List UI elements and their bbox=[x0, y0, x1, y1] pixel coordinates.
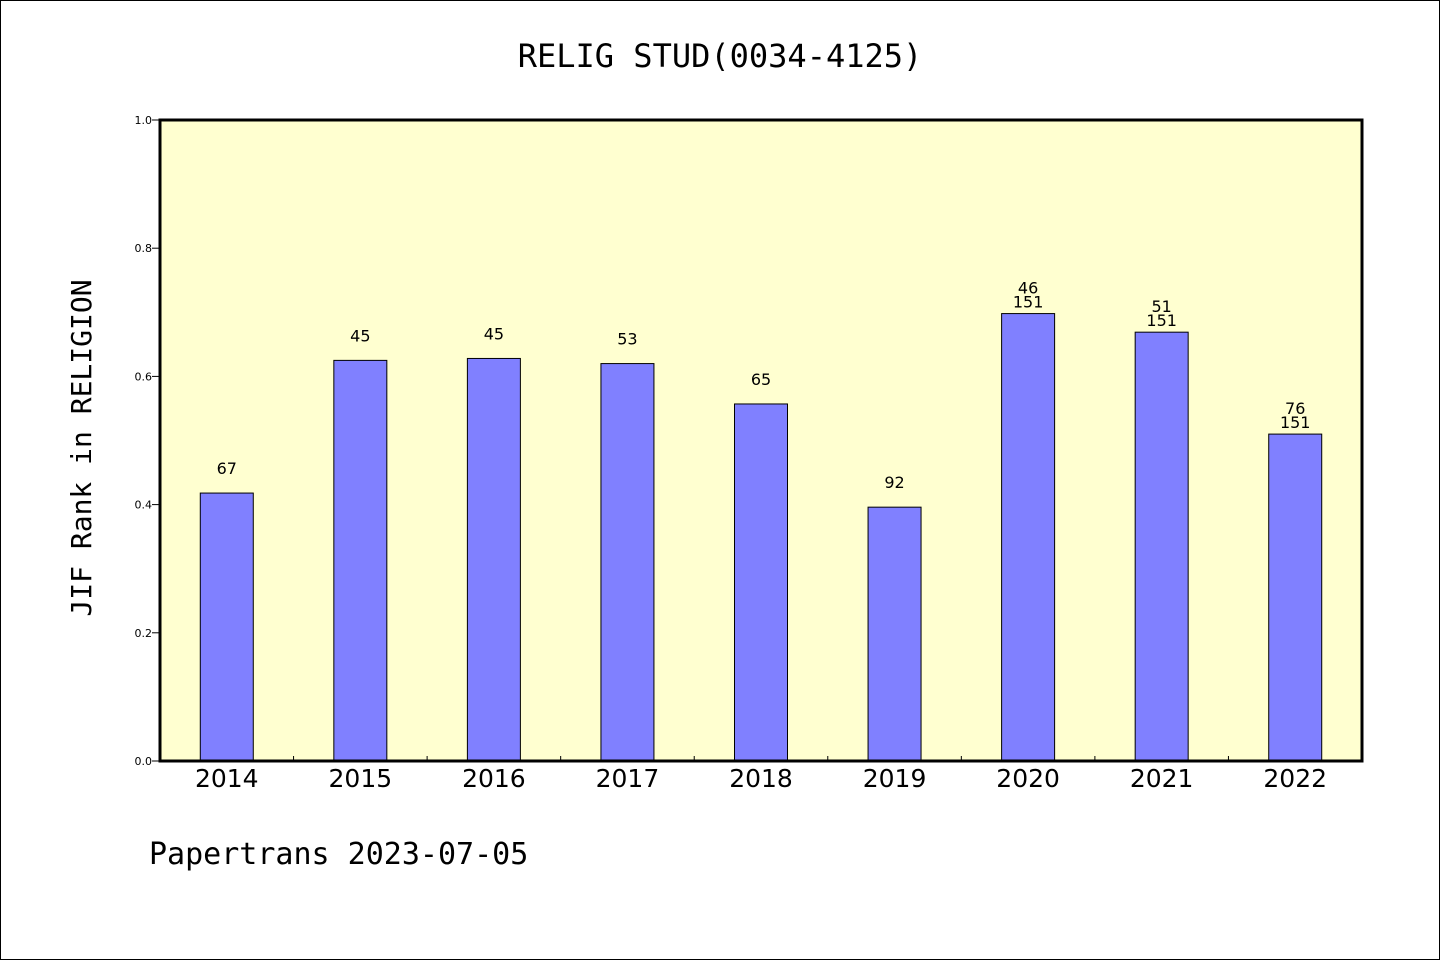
bar-label-2020: 151 bbox=[1013, 293, 1044, 312]
x-tick-label: 2016 bbox=[462, 764, 526, 793]
bar-label-2018: 65 bbox=[751, 370, 771, 389]
bar-2019 bbox=[867, 506, 922, 762]
x-tick-label: 2015 bbox=[329, 764, 393, 793]
bar-label-2022: 151 bbox=[1280, 413, 1311, 432]
footer-text: Papertrans 2023-07-05 bbox=[149, 837, 528, 872]
x-tick-label: 2022 bbox=[1263, 764, 1327, 793]
x-tick-label: 2021 bbox=[1130, 764, 1194, 793]
bar-2018 bbox=[734, 403, 788, 762]
y-tick-label: 1.0 bbox=[135, 114, 153, 127]
bar-2020 bbox=[1001, 313, 1056, 762]
bar-label-2021: 51 bbox=[1151, 297, 1171, 316]
y-tick-label: 0.2 bbox=[135, 627, 153, 640]
y-tick-label: 0.4 bbox=[135, 499, 153, 512]
y-tick-label: 0.0 bbox=[135, 755, 153, 768]
bar-label-2022: 76 bbox=[1285, 399, 1305, 418]
x-tick-label: 2020 bbox=[996, 764, 1060, 793]
bar-label-2017: 53 bbox=[617, 330, 637, 349]
bar-2016 bbox=[466, 357, 521, 762]
bar-2021 bbox=[1134, 331, 1189, 762]
y-tick-label: 0.6 bbox=[135, 370, 153, 383]
bar-2015 bbox=[333, 359, 388, 762]
x-tick-label: 2017 bbox=[596, 764, 660, 793]
x-tick-label: 2019 bbox=[863, 764, 927, 793]
plot-border bbox=[158, 118, 1364, 763]
y-tick-label: 0.8 bbox=[135, 242, 153, 255]
bar-label-2020: 46 bbox=[1018, 279, 1038, 298]
bar-label-2016: 45 bbox=[484, 324, 504, 343]
bar-2014 bbox=[199, 492, 254, 762]
x-ticks-group: 2014 2015 2016 2017 2018 2019 2020 2021 2022 bbox=[195, 756, 1327, 793]
bar-label-2015: 45 bbox=[350, 326, 370, 345]
bar-label-2019: 92 bbox=[884, 473, 904, 492]
bar-2022 bbox=[1268, 433, 1323, 762]
x-tick-label: 2018 bbox=[729, 764, 793, 793]
chart-title: RELIG STUD(0034-4125) bbox=[518, 37, 923, 75]
y-axis-label: JIF Rank in RELIGION bbox=[65, 279, 98, 616]
x-tick-label: 2014 bbox=[195, 764, 259, 793]
y-ticks-group: 0.0 0.2 0.4 0.6 0.8 1.0 bbox=[135, 114, 160, 768]
bar-label-2014: 67 bbox=[217, 459, 237, 478]
bar-label-2021: 151 bbox=[1146, 311, 1177, 330]
bar-2017 bbox=[600, 363, 655, 762]
